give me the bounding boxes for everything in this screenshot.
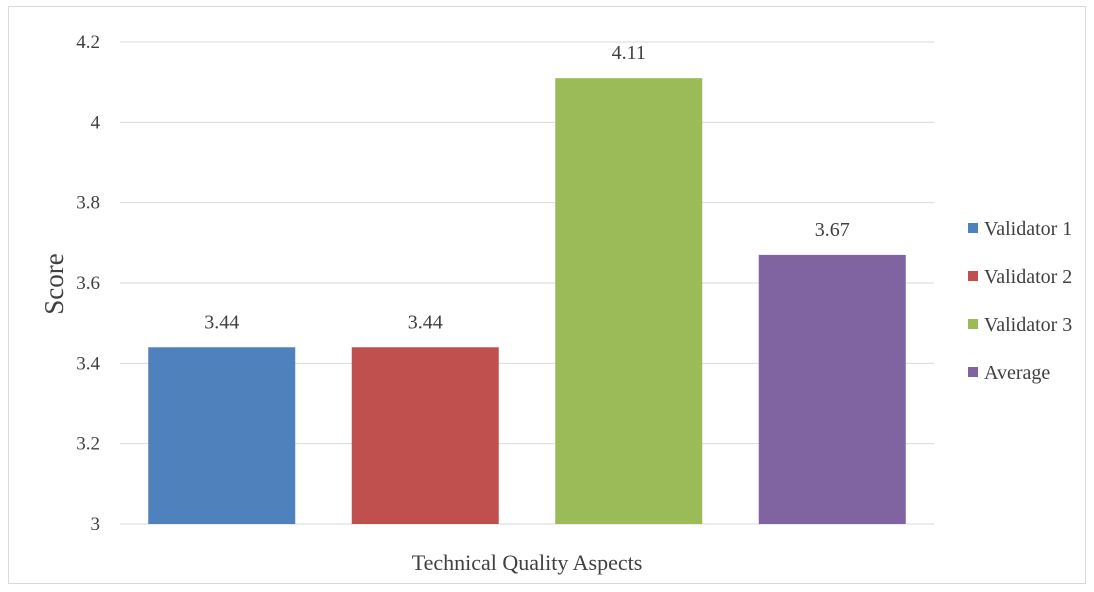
legend-label: Validator 1 [984,218,1072,240]
legend-item: Average [968,362,1050,384]
legend: Validator 1 Validator 2 Validator 3 Average [968,218,1072,384]
legend-label: Validator 2 [984,266,1072,288]
y-tick-label: 3.2 [76,434,100,455]
data-label: 3.44 [204,311,239,333]
bar-average [758,254,906,524]
bars [148,78,906,525]
legend-swatch [968,367,978,377]
data-label: 4.11 [612,42,646,64]
data-label: 3.44 [408,311,443,333]
bar-validator-1 [148,347,296,524]
y-tick-label: 4 [91,112,101,133]
bar-validator-2 [351,347,499,524]
legend-item: Validator 2 [968,266,1072,288]
legend-swatch [968,223,978,233]
y-tick-label: 4.2 [76,32,100,53]
legend-item: Validator 3 [968,314,1072,336]
legend-item: Validator 1 [968,218,1072,240]
bar-validator-3 [555,78,703,525]
legend-swatch [968,319,978,329]
y-tick-label: 3 [91,514,101,535]
x-axis-title: Technical Quality Aspects [412,550,643,575]
y-tick-label: 3.4 [76,353,100,374]
y-axis-ticks: 3 3.2 3.4 3.6 3.8 4 4.2 [76,32,100,535]
y-tick-label: 3.8 [76,193,100,214]
y-axis-title: Score [39,253,69,314]
legend-label: Validator 3 [984,314,1072,336]
legend-label: Average [984,362,1050,384]
data-labels: 3.44 3.44 4.11 3.67 [204,42,850,333]
y-tick-label: 3.6 [76,273,100,294]
legend-swatch [968,271,978,281]
data-label: 3.67 [815,219,850,241]
